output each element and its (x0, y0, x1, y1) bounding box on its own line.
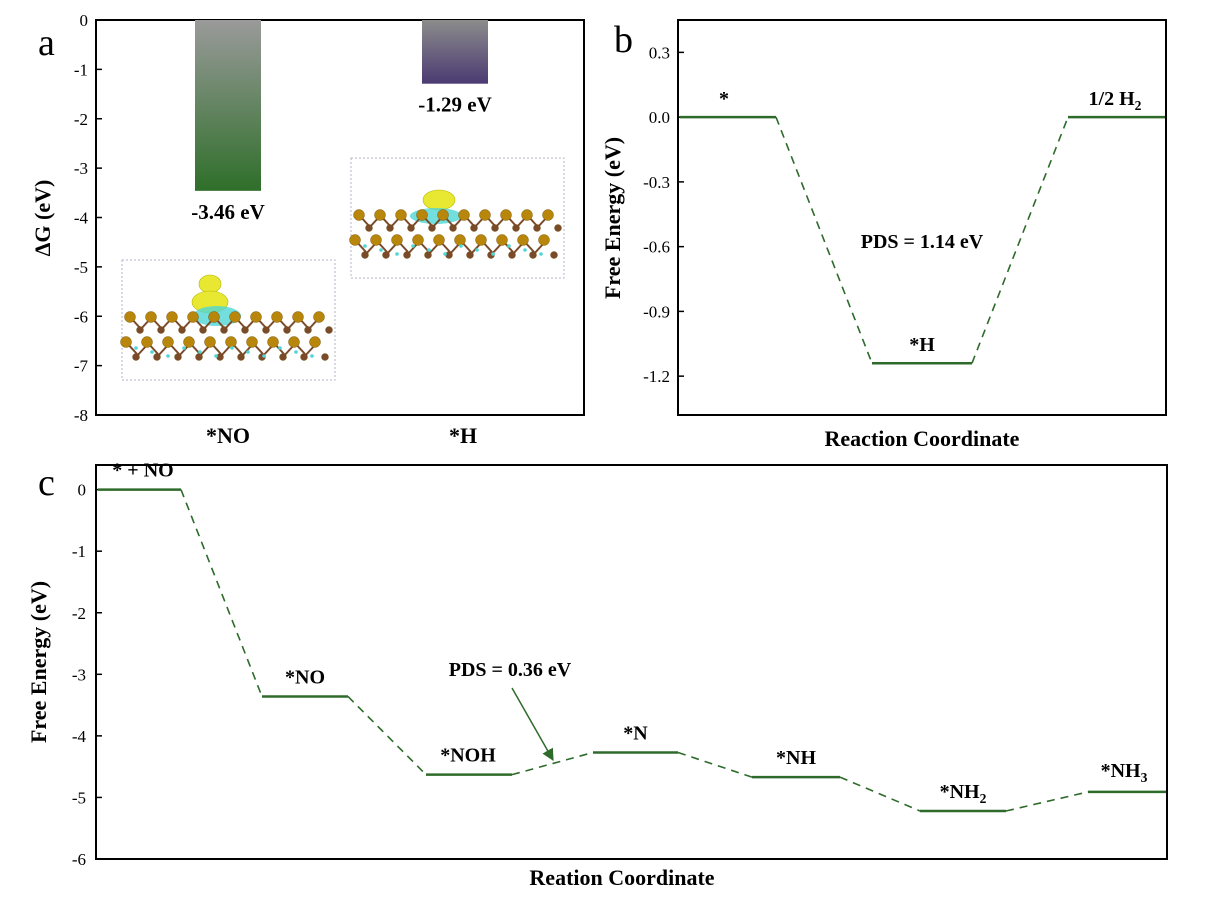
y-tick-label: -1.2 (643, 367, 670, 386)
panel-c: c 0 -1 -2 -3 -4 -5 -6 Free Energy (eV) Reation… (26, 460, 1168, 890)
panel-b-ylabel: Free Energy (eV) (600, 137, 625, 299)
connector-line (677, 751, 753, 778)
panel-b-y-axis: 0.3 0.0 -0.3 -0.6 -0.9 -1.2 (643, 43, 684, 386)
y-tick-label: -7 (74, 357, 89, 376)
h-adsorption-structure-icon (349, 157, 565, 279)
panel-c-ylabel: Free Energy (eV) (26, 581, 51, 743)
panel-c-label: c (38, 462, 55, 504)
x-category-label: *H (449, 423, 477, 448)
energy-level-label: * (719, 88, 729, 110)
panel-b-frame (677, 19, 1167, 416)
panel-c-steps: * + NO *NO *NOH *N *NH *NH2 *NH3 (98, 460, 1166, 813)
connector-line (511, 751, 594, 776)
bar (195, 20, 261, 191)
y-tick-label: -6 (74, 307, 88, 326)
bar-value-label: -3.46 eV (191, 200, 264, 224)
energy-level-label: *NH3 (1101, 760, 1148, 785)
panel-a-y-axis: 0 -1 -2 -3 -4 -5 -6 -7 -8 (74, 11, 102, 425)
panel-b-steps: * *H 1/2 H2 (680, 88, 1165, 365)
no-adsorption-structure-icon (120, 259, 336, 381)
panel-c-pds-annotation: PDS = 0.36 eV (449, 659, 572, 681)
energy-level-label: *H (909, 334, 935, 356)
y-tick-label: -2 (74, 110, 88, 129)
energy-level-label: *NH (776, 747, 816, 769)
panel-b-xlabel: Reaction Coordinate (825, 426, 1020, 451)
y-tick-label: 0 (78, 481, 87, 500)
y-tick-label: -0.3 (643, 173, 670, 192)
energy-level-label: *N (623, 722, 648, 744)
y-tick-label: -0.6 (643, 238, 670, 257)
connector-line (1005, 791, 1089, 812)
y-tick-label: -3 (74, 159, 88, 178)
connector-line (775, 116, 873, 364)
y-tick-label: -1 (74, 60, 88, 79)
connector-line (180, 489, 263, 697)
panel-a-bars: -3.46 eV *NO -1.29 eV *H (191, 20, 492, 448)
y-tick-label: -8 (74, 406, 88, 425)
y-tick-label: -1 (72, 542, 86, 561)
y-tick-label: -5 (74, 258, 88, 277)
panel-c-pds-arrow (511, 687, 554, 762)
y-tick-label: -6 (72, 850, 86, 869)
x-category-label: *NO (206, 423, 250, 448)
energy-level-label: *NOH (440, 745, 496, 767)
energy-level-label: * + NO (112, 460, 173, 482)
energy-level-label: *NH2 (940, 781, 987, 806)
bar (422, 20, 488, 84)
panel-c-frame (95, 464, 1168, 860)
y-tick-label: 0.3 (649, 43, 670, 62)
y-tick-label: -0.9 (643, 302, 670, 321)
energy-level-label: 1/2 H2 (1089, 88, 1142, 113)
panel-c-y-axis: 0 -1 -2 -3 -4 -5 -6 (72, 481, 102, 869)
y-tick-label: -2 (72, 604, 86, 623)
panel-b-label: b (614, 19, 633, 61)
connector-line (839, 776, 921, 812)
energy-level-label: *NO (285, 666, 325, 688)
bar-value-label: -1.29 eV (418, 93, 491, 117)
y-tick-label: -5 (72, 788, 86, 807)
panel-c-xlabel: Reation Coordinate (529, 865, 714, 890)
y-tick-label: -3 (72, 665, 86, 684)
panel-a: a 0-1-2-3-4-5-6-7-8 ΔG (eV) -3.46 eV*NO-… (30, 11, 585, 448)
y-tick-label: 0 (80, 11, 89, 30)
y-tick-label: -4 (74, 209, 89, 228)
panel-a-ylabel: ΔG (eV) (30, 180, 55, 257)
panel-a-label: a (38, 22, 55, 64)
panel-b: b 0.3 0.0 -0.3 -0.6 -0.9 -1.2 Free Energy (eV… (600, 19, 1167, 451)
y-tick-label: 0.0 (649, 108, 670, 127)
y-tick-label: -4 (72, 727, 87, 746)
panel-b-pds-annotation: PDS = 1.14 eV (861, 231, 984, 253)
connector-line (971, 116, 1069, 364)
connector-line (347, 695, 427, 776)
